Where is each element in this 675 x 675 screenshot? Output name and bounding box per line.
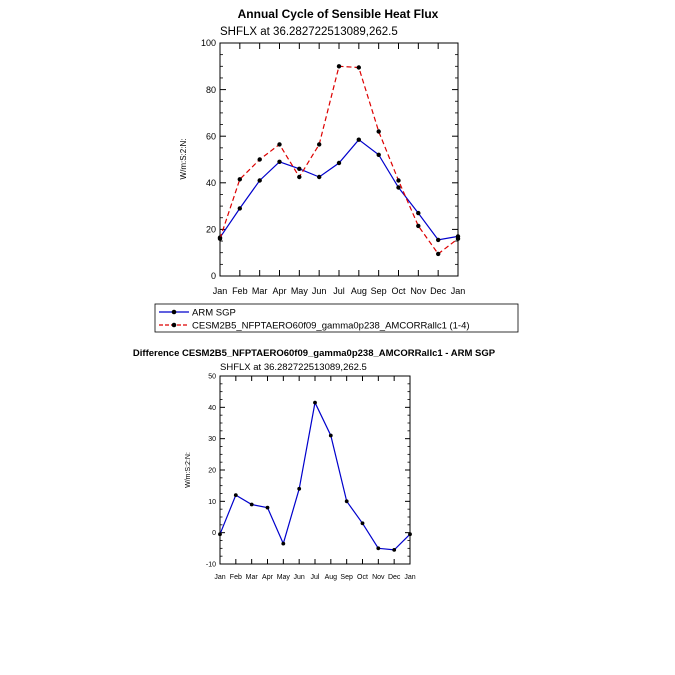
- x-tick-label: Jan: [214, 574, 225, 581]
- series-0-point-7: [356, 137, 361, 142]
- x-tick-label: Jan: [451, 286, 466, 296]
- series-0-point-6: [336, 160, 342, 166]
- series-1-point-8: [376, 129, 381, 134]
- series-1-point-9: [396, 178, 401, 183]
- series-0-point-5: [297, 486, 302, 491]
- x-tick-label: May: [277, 574, 291, 581]
- y-tick-label: -10: [206, 561, 216, 568]
- series-0-point-3: [277, 159, 282, 164]
- series-1-point-1: [237, 177, 242, 182]
- x-tick-label: Apr: [262, 574, 274, 581]
- y-tick-label: 40: [208, 405, 216, 412]
- x-tick-label: Jun: [312, 286, 327, 296]
- series-1-point-0: [217, 236, 223, 241]
- legend-entry-arm: ARM SGP: [192, 308, 236, 319]
- x-tick-label: Jul: [333, 286, 345, 296]
- legend: ARM SGP CESM2B5_NFPTAERO60f09_gamma0p238…: [154, 303, 519, 333]
- series-0-point-4: [281, 541, 286, 546]
- y-tick-label: 40: [206, 178, 216, 188]
- x-tick-label: Mar: [252, 286, 268, 296]
- y-tick-label: 100: [201, 38, 216, 48]
- x-tick-label: Dec: [388, 574, 401, 581]
- difference-y-axis-label: W/m:S:2:N:: [185, 452, 192, 488]
- legend-entry-cesm: CESM2B5_NFPTAERO60f09_gamma0p238_AMCORRa…: [192, 321, 470, 332]
- y-tick-label: 0: [211, 271, 216, 281]
- x-tick-label: May: [291, 286, 309, 296]
- series-0-point-8: [344, 499, 349, 504]
- annual-cycle-chart: Annual Cycle of Sensible Heat Flux SHFLX…: [179, 7, 465, 296]
- series-0-point-11: [392, 548, 397, 552]
- series-1-point-11: [436, 251, 441, 257]
- series-line-1: [219, 65, 459, 255]
- series-0-point-1: [233, 493, 238, 497]
- series-line-0: [219, 138, 459, 241]
- y-tick-label: 20: [206, 225, 216, 235]
- difference-chart-title: Difference CESM2B5_NFPTAERO60f09_gamma0p…: [133, 348, 496, 359]
- y-tick-label: 0: [212, 530, 216, 537]
- series-0-point-9: [360, 521, 365, 526]
- x-tick-label: Oct: [357, 574, 368, 581]
- y-tick-label: 30: [208, 436, 216, 443]
- series-0-point-12: [408, 532, 412, 537]
- series-1-point-4: [297, 174, 302, 180]
- y-tick-label: 10: [208, 499, 216, 506]
- series-0-point-5: [317, 174, 322, 180]
- y-tick-label: 60: [206, 131, 216, 141]
- plot-frame: [219, 42, 459, 277]
- chart-title: Annual Cycle of Sensible Heat Flux: [238, 7, 439, 21]
- x-tick-label: Jan: [404, 574, 415, 581]
- series-0-point-6: [313, 400, 317, 405]
- series-0-point-2: [257, 178, 262, 183]
- x-tick-label: Jul: [311, 574, 320, 581]
- difference-chart: Difference CESM2B5_NFPTAERO60f09_gamma0p…: [133, 348, 496, 581]
- series-0-point-8: [376, 152, 381, 157]
- series-1-point-10: [416, 223, 421, 229]
- series-0-point-11: [436, 237, 441, 243]
- legend-marker-arm: [171, 309, 177, 315]
- x-tick-label: Aug: [325, 574, 338, 581]
- series-0-point-3: [265, 505, 270, 510]
- legend-box: [154, 303, 519, 333]
- series-0-point-10: [376, 546, 381, 551]
- x-tick-label: Jun: [294, 574, 305, 581]
- series-0-point-0: [218, 532, 222, 537]
- x-tick-label: Feb: [232, 286, 248, 296]
- series-1-point-6: [336, 64, 342, 69]
- y-axis-label: W/m:S:2:N:: [179, 139, 188, 180]
- x-tick-label: Apr: [272, 286, 286, 296]
- x-tick-label: Sep: [340, 574, 353, 581]
- x-tick-label: Dec: [430, 286, 447, 296]
- x-tick-label: Sep: [371, 286, 387, 296]
- chart-subtitle: SHFLX at 36.282722513089,262.5: [220, 26, 398, 38]
- x-tick-label: Nov: [372, 574, 385, 581]
- series-1-point-5: [317, 142, 322, 147]
- legend-marker-cesm: [171, 322, 177, 328]
- series-1-point-12: [455, 236, 461, 241]
- series-line-0: [219, 400, 411, 551]
- x-tick-label: Jan: [213, 286, 228, 296]
- series-0-point-2: [249, 502, 254, 507]
- series-0-point-10: [416, 210, 421, 216]
- series-1-point-3: [277, 142, 282, 147]
- series-0-point-7: [328, 433, 333, 438]
- y-tick-label: 80: [206, 85, 216, 95]
- series-1-point-2: [257, 157, 262, 162]
- difference-chart-subtitle: SHFLX at 36.282722513089,262.5: [220, 362, 367, 373]
- x-tick-label: Oct: [391, 286, 406, 296]
- x-tick-label: Feb: [230, 574, 242, 581]
- x-tick-label: Nov: [410, 286, 427, 296]
- y-tick-label: 50: [208, 373, 216, 380]
- series-0-point-1: [237, 206, 242, 211]
- x-tick-label: Mar: [246, 574, 259, 581]
- x-tick-label: Aug: [351, 286, 367, 296]
- series-0-point-9: [396, 185, 401, 190]
- y-tick-label: 20: [208, 467, 216, 474]
- series-0-point-4: [297, 166, 302, 171]
- series-1-point-7: [356, 65, 361, 70]
